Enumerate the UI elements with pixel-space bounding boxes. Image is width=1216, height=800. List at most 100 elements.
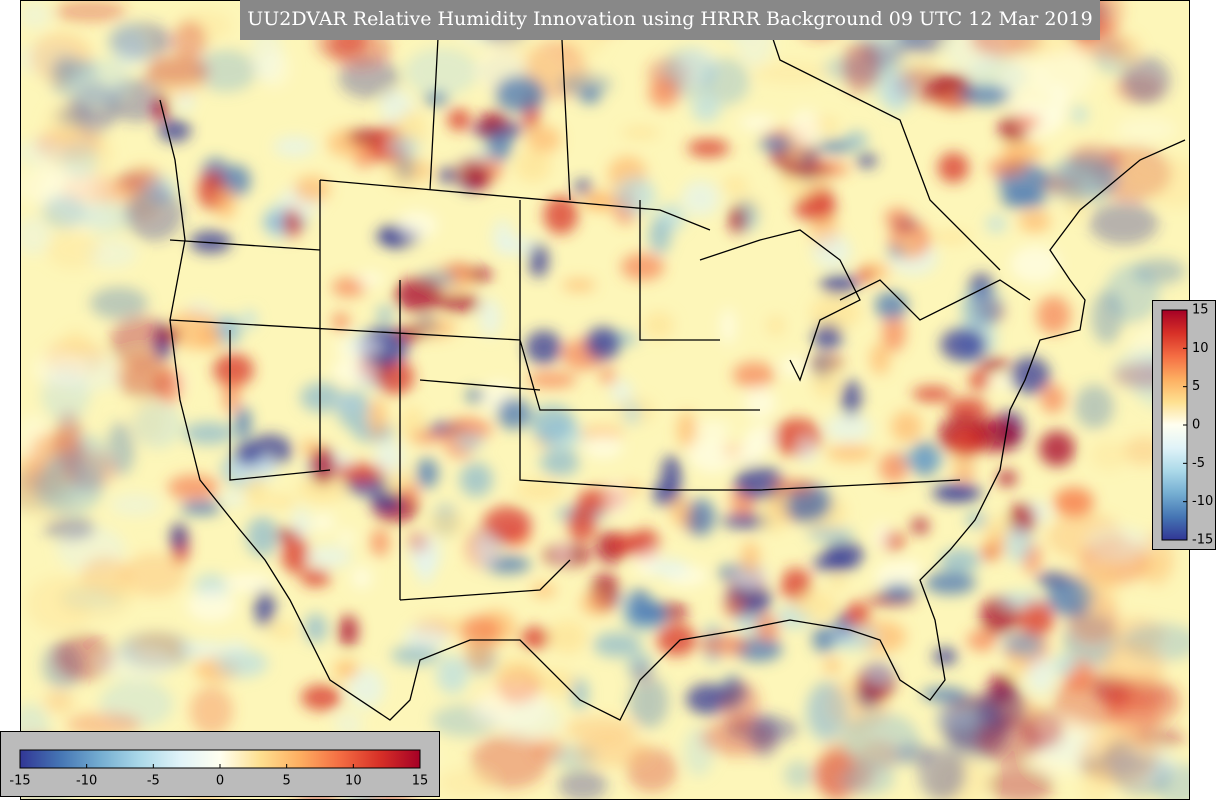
field-blob [20, 0, 52, 30]
field-blob [1012, 115, 1041, 129]
field-blob [741, 541, 760, 576]
field-blob [812, 360, 839, 399]
field-blob [695, 421, 732, 434]
field-blob [599, 367, 617, 385]
field-blob [731, 442, 764, 465]
field-blob [114, 352, 170, 391]
field-blob [656, 623, 697, 657]
field-blob [1018, 601, 1055, 637]
field-blob [797, 436, 817, 464]
field-blob [167, 474, 219, 501]
field-blob [931, 230, 971, 244]
field-blob [575, 735, 652, 767]
field-blob [461, 165, 492, 191]
field-blob [643, 311, 675, 339]
field-blob [543, 195, 579, 235]
field-blob [486, 128, 513, 162]
field-blob [812, 233, 852, 269]
field-blob [404, 47, 479, 96]
field-blob [468, 267, 492, 283]
field-blob [856, 153, 878, 168]
field-blob [357, 271, 385, 286]
field-blob [557, 768, 608, 800]
field-blob [437, 167, 458, 184]
field-blob [388, 136, 420, 157]
field-blob [870, 343, 891, 375]
field-blob [939, 548, 981, 573]
field-blob [132, 401, 183, 449]
field-blob [297, 474, 348, 503]
field-blob [1035, 48, 1093, 102]
field-blob [826, 625, 879, 651]
field-blob [766, 315, 785, 336]
field-blob [494, 75, 545, 113]
field-blob [580, 591, 612, 616]
field-blob [937, 707, 977, 729]
field-blob [749, 714, 780, 758]
field-blob [1081, 565, 1120, 618]
field-blob [478, 298, 502, 337]
field-blob [687, 139, 730, 158]
field-blob [681, 180, 720, 217]
field-blob [471, 694, 513, 724]
field-blob [605, 480, 628, 516]
field-blob [732, 361, 775, 389]
field-blob [965, 512, 988, 528]
field-blob [43, 690, 75, 713]
field-blob [985, 531, 1007, 559]
field-blob [195, 49, 257, 93]
field-blob [245, 474, 268, 509]
field-blob [1040, 384, 1066, 414]
field-blob [1010, 356, 1051, 394]
field-blob [903, 559, 922, 578]
field-blob [105, 580, 141, 602]
field-blob [1091, 290, 1123, 344]
field-blob [183, 421, 235, 445]
field-blob [310, 446, 337, 485]
field-blob [338, 614, 359, 648]
field-blob [670, 496, 691, 526]
field-blob [31, 351, 89, 387]
tick-label: -15 [9, 774, 30, 789]
field-blob [411, 430, 444, 444]
field-blob [98, 646, 176, 680]
field-blob [532, 735, 564, 762]
field-blob [721, 514, 772, 529]
field-blob [293, 175, 331, 203]
field-blob [335, 660, 358, 678]
field-blob [281, 534, 310, 574]
field-blob [385, 154, 426, 189]
field-blob [793, 194, 837, 222]
field-blob [331, 357, 379, 385]
field-blob [932, 647, 958, 666]
field-blob [1098, 683, 1170, 710]
field-blob [752, 62, 830, 84]
field-blob [897, 449, 946, 470]
field-blob [1120, 56, 1171, 104]
field-blob [759, 135, 793, 151]
field-blob [336, 462, 384, 483]
tick-label: 10 [345, 774, 362, 789]
field-blob [492, 657, 543, 686]
field-blob [459, 462, 493, 497]
field-blob [283, 207, 300, 239]
field-blob [170, 522, 188, 551]
colorbar [1161, 309, 1188, 541]
field-blob [924, 571, 976, 595]
field-blob [447, 108, 472, 131]
field-blob [691, 93, 721, 123]
field-blob [780, 163, 832, 177]
field-blob [214, 187, 237, 220]
field-blob [376, 305, 393, 324]
field-blob [72, 434, 107, 494]
field-blob [153, 328, 181, 342]
field-blob [108, 24, 147, 68]
field-blob [258, 48, 291, 88]
field-blob [109, 315, 173, 369]
field-blob [738, 114, 776, 131]
field-blob [300, 382, 344, 413]
field-blob [841, 379, 862, 418]
field-blob [744, 388, 777, 418]
